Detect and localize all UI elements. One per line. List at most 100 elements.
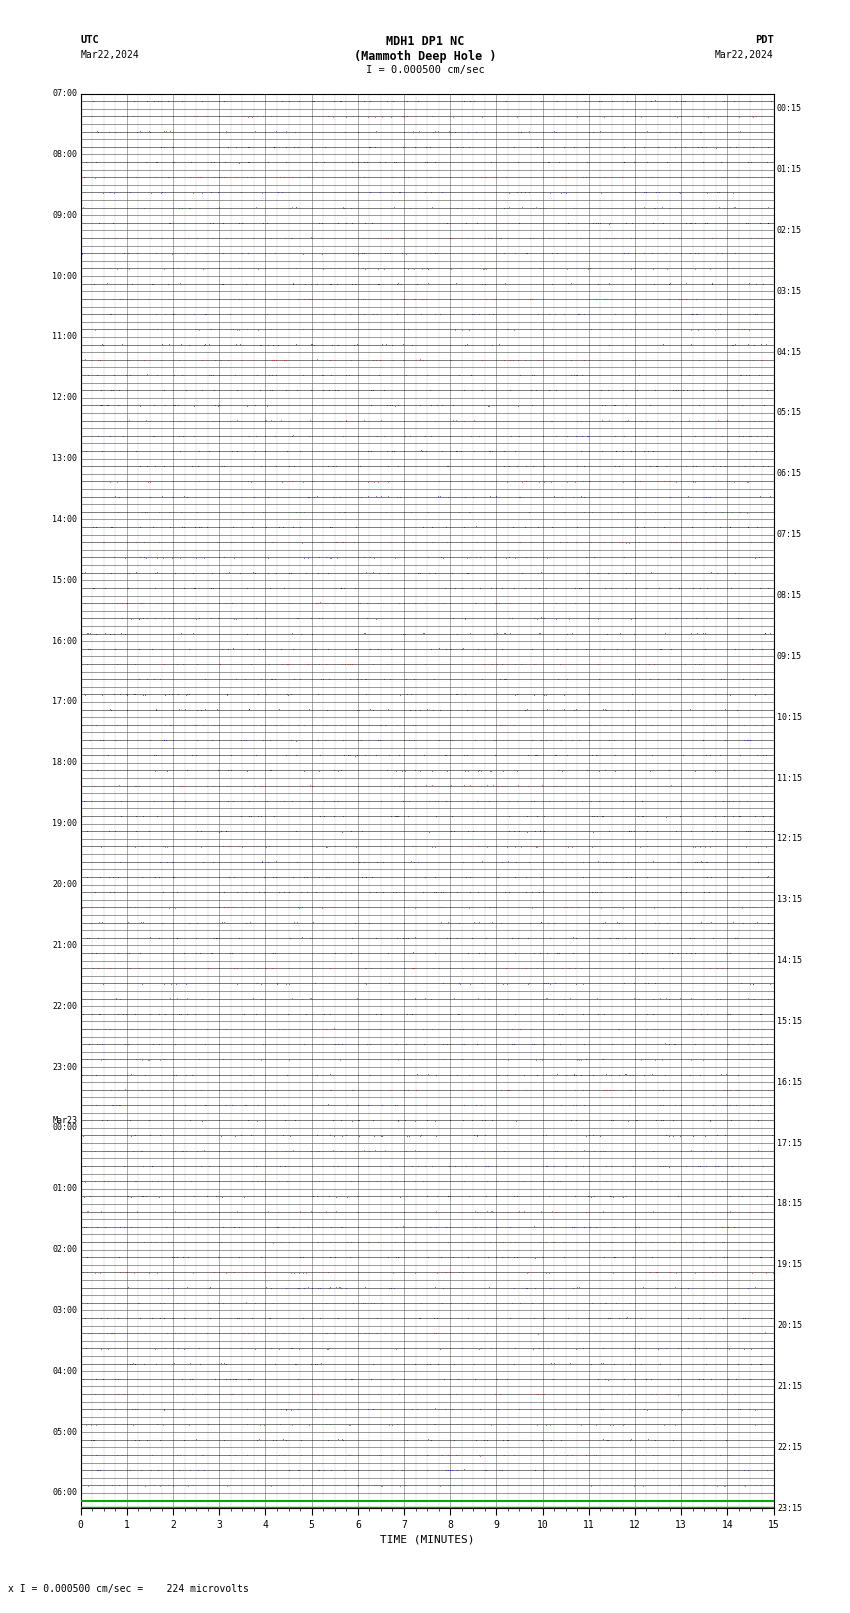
- Point: [257, 210, 270, 235]
- Point: [323, 347, 337, 373]
- Point: [716, 423, 729, 448]
- Point: [380, 392, 394, 418]
- Point: [462, 316, 476, 342]
- Point: [369, 347, 382, 373]
- Point: [692, 408, 706, 434]
- Point: [148, 560, 162, 586]
- Point: [219, 1016, 233, 1042]
- Point: [537, 453, 551, 479]
- Point: [232, 1215, 246, 1240]
- Point: [388, 803, 402, 829]
- Point: [318, 590, 332, 616]
- Point: [555, 484, 569, 510]
- Point: [764, 1245, 778, 1271]
- Point: [437, 545, 451, 571]
- Point: [311, 727, 325, 753]
- Point: [750, 271, 763, 297]
- Point: [312, 758, 326, 784]
- Point: [123, 361, 137, 387]
- Point: [133, 1428, 146, 1453]
- Point: [343, 666, 357, 692]
- Point: [715, 498, 728, 524]
- Point: [280, 437, 294, 463]
- Point: [374, 408, 388, 434]
- Point: [478, 940, 491, 966]
- Point: [716, 1397, 729, 1423]
- Point: [566, 924, 580, 950]
- Point: [491, 1397, 505, 1423]
- Point: [536, 1381, 549, 1407]
- Point: [598, 165, 612, 190]
- Point: [332, 1153, 345, 1179]
- Point: [456, 1016, 469, 1042]
- Point: [627, 148, 641, 174]
- Point: [732, 423, 745, 448]
- Point: [622, 1381, 636, 1407]
- Point: [570, 1107, 583, 1132]
- Point: [310, 347, 324, 373]
- Point: [457, 742, 471, 768]
- Point: [136, 803, 150, 829]
- Point: [612, 453, 626, 479]
- Point: [442, 1184, 456, 1210]
- Point: [416, 1168, 430, 1194]
- Point: [296, 1305, 309, 1331]
- Point: [623, 560, 637, 586]
- Point: [558, 682, 571, 708]
- Point: [428, 666, 441, 692]
- Point: [303, 408, 317, 434]
- Point: [211, 1290, 224, 1316]
- Text: PDT: PDT: [755, 35, 774, 45]
- Point: [458, 332, 472, 358]
- Point: [326, 515, 339, 540]
- Point: [367, 1123, 381, 1148]
- Point: [367, 1473, 381, 1498]
- Point: [658, 1031, 672, 1057]
- Point: [378, 834, 392, 860]
- Point: [686, 574, 700, 600]
- Point: [389, 148, 403, 174]
- Point: [623, 529, 637, 555]
- Point: [239, 1092, 252, 1118]
- Point: [429, 803, 443, 829]
- Point: [218, 818, 232, 844]
- Point: [235, 1487, 249, 1513]
- Point: [507, 1244, 520, 1269]
- Point: [630, 484, 643, 510]
- Point: [412, 118, 426, 144]
- Point: [182, 332, 196, 358]
- Point: [219, 590, 233, 616]
- Point: [409, 1352, 422, 1378]
- Point: [320, 697, 334, 723]
- Point: [737, 1305, 751, 1331]
- Point: [278, 1153, 292, 1179]
- Point: [417, 1031, 431, 1057]
- Point: [172, 408, 185, 434]
- Point: [601, 1305, 615, 1331]
- Point: [107, 179, 121, 205]
- Point: [525, 1290, 539, 1316]
- Point: [650, 453, 664, 479]
- Point: [76, 1366, 89, 1392]
- Point: [575, 361, 589, 387]
- Point: [365, 865, 378, 890]
- Point: [689, 286, 703, 311]
- Point: [670, 119, 683, 145]
- Point: [687, 1016, 700, 1042]
- Point: [156, 118, 170, 144]
- Point: [591, 879, 604, 905]
- Point: [82, 1032, 96, 1058]
- Point: [482, 789, 496, 815]
- Point: [381, 226, 394, 252]
- Point: [221, 1473, 235, 1498]
- Point: [500, 1077, 513, 1103]
- Point: [663, 865, 677, 890]
- Point: [241, 1442, 254, 1468]
- Point: [456, 773, 470, 798]
- Point: [148, 453, 162, 479]
- Point: [270, 971, 284, 997]
- Point: [173, 545, 187, 571]
- Point: [634, 103, 648, 129]
- Point: [295, 879, 309, 905]
- Point: [378, 711, 392, 737]
